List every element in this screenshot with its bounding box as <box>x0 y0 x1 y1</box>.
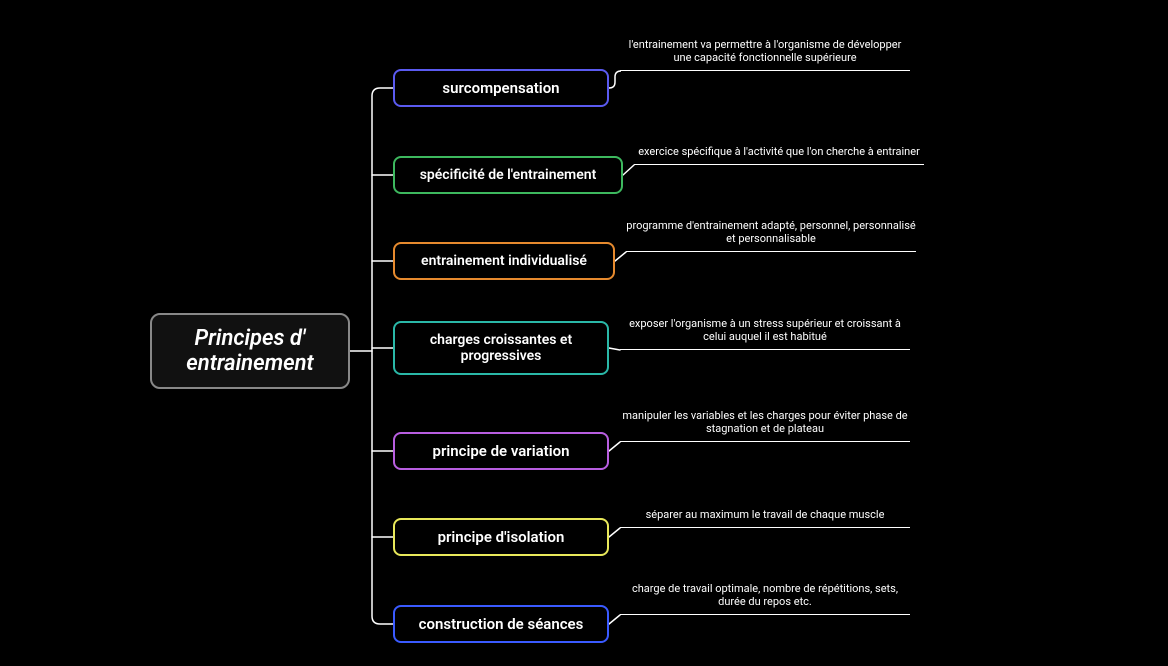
root-label: Principes d' entrainement <box>170 326 330 376</box>
branch-description: l'entrainement va permettre à l'organism… <box>620 23 910 71</box>
branch-node: entrainement individualisé <box>393 242 615 280</box>
branch-node: construction de séances <box>393 605 609 643</box>
branch-description: programme d'entrainement adapté, personn… <box>626 212 916 252</box>
branch-node: surcompensation <box>393 69 609 107</box>
branch-description-text: charge de travail optimale, nombre de ré… <box>620 582 910 608</box>
branch-node: principe d'isolation <box>393 518 609 556</box>
branch-description-text: programme d'entrainement adapté, personn… <box>626 219 916 245</box>
root-node: Principes d' entrainement <box>150 313 350 389</box>
mindmap-canvas: Principes d' entrainement surcompensation… <box>0 0 1168 666</box>
branch-label: principe de variation <box>433 442 570 460</box>
branch-description-text: séparer au maximum le travail de chaque … <box>646 508 885 521</box>
branch-description-text: exercice spécifique à l'activité que l'o… <box>638 145 920 158</box>
branch-label: spécificité de l'entrainement <box>420 167 597 183</box>
branch-description-text: exposer l'organisme à un stress supérieu… <box>620 317 910 343</box>
branch-label: surcompensation <box>442 79 559 97</box>
branch-node: charges croissantes et progressives <box>393 321 609 375</box>
branch-label: principe d'isolation <box>438 528 565 546</box>
branch-label: charges croissantes et progressives <box>409 332 593 364</box>
branch-label: construction de séances <box>419 615 584 633</box>
branch-description-text: manipuler les variables et les charges p… <box>620 409 910 435</box>
branch-description: séparer au maximum le travail de chaque … <box>620 488 910 528</box>
branch-node: principe de variation <box>393 432 609 470</box>
branch-label: entrainement individualisé <box>421 253 587 269</box>
branch-node: spécificité de l'entrainement <box>393 156 623 194</box>
branch-description: charge de travail optimale, nombre de ré… <box>620 575 910 615</box>
branch-description: exposer l'organisme à un stress supérieu… <box>620 310 910 350</box>
branch-description-text: l'entrainement va permettre à l'organism… <box>620 38 910 64</box>
branch-description: manipuler les variables et les charges p… <box>620 402 910 442</box>
branch-description: exercice spécifique à l'activité que l'o… <box>634 125 924 165</box>
